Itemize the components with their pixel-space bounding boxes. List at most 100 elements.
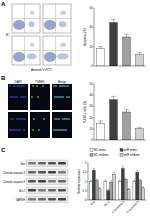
cell bbox=[35, 118, 37, 120]
cell bbox=[33, 118, 35, 120]
flow-cloud bbox=[29, 21, 35, 27]
y-tick bbox=[93, 106, 94, 107]
marks bbox=[97, 20, 144, 66]
tick-label: 0 bbox=[91, 138, 93, 142]
image-bg bbox=[8, 112, 28, 138]
cell bbox=[36, 85, 38, 87]
flow-plot bbox=[12, 4, 40, 33]
category-label: Bax bbox=[90, 199, 97, 206]
cell bbox=[23, 85, 25, 87]
cell bbox=[33, 96, 35, 98]
tick-label: 20 bbox=[89, 45, 93, 49]
cell bbox=[36, 129, 38, 131]
cell bbox=[21, 85, 23, 87]
error-bar bbox=[105, 180, 107, 181]
flow-gate bbox=[43, 50, 71, 51]
cell bbox=[66, 96, 68, 98]
bar bbox=[89, 182, 92, 201]
error-bar bbox=[99, 188, 101, 189]
cell bbox=[40, 129, 42, 131]
error-bar bbox=[128, 189, 130, 190]
cell bbox=[57, 129, 59, 131]
bar bbox=[97, 123, 105, 140]
y-tick bbox=[93, 140, 94, 141]
error-bar bbox=[98, 47, 103, 49]
error-bar bbox=[125, 178, 127, 179]
cell bbox=[39, 96, 41, 98]
panel-label: A bbox=[1, 1, 6, 7]
column-label: DAPI bbox=[14, 80, 21, 84]
image-bg bbox=[30, 112, 50, 138]
flow-cloud bbox=[57, 53, 69, 59]
blot-band bbox=[58, 189, 66, 192]
panel-label: C bbox=[1, 147, 6, 153]
flow-cloud bbox=[59, 21, 67, 27]
cell bbox=[10, 118, 12, 120]
y-tick bbox=[93, 128, 94, 129]
cell bbox=[53, 129, 55, 131]
cell bbox=[9, 129, 11, 131]
blot-bg bbox=[26, 160, 68, 167]
axis-label: PI bbox=[6, 33, 10, 36]
blot-band bbox=[48, 180, 56, 183]
cell bbox=[66, 118, 68, 120]
blot-band bbox=[48, 162, 56, 165]
category-label: C-caspase-3 bbox=[111, 200, 125, 214]
micrograph bbox=[52, 84, 72, 110]
bar bbox=[98, 189, 101, 200]
category-label: C-caspase-9 bbox=[125, 200, 139, 214]
axis-title: Apoptosis (%) bbox=[83, 28, 87, 45]
cell bbox=[32, 129, 34, 131]
error-bar bbox=[96, 179, 98, 180]
cell bbox=[20, 96, 22, 98]
blot-bg bbox=[26, 169, 68, 176]
error-bar bbox=[111, 20, 116, 23]
cell bbox=[41, 118, 43, 120]
cell bbox=[67, 85, 69, 87]
legend-label: NC mimic bbox=[94, 148, 107, 152]
axis-title: TUNEL+ cells (%) bbox=[83, 101, 87, 123]
chart: 0204060Apoptosis (%) bbox=[83, 6, 146, 68]
cell bbox=[46, 85, 48, 87]
error-bar bbox=[107, 190, 109, 191]
cell bbox=[34, 129, 36, 131]
figure: ABCAnnexin V-FITCPIDAPITUNELMergeBaxClea… bbox=[0, 0, 150, 223]
blot-bg bbox=[26, 196, 68, 203]
image-bg bbox=[30, 84, 50, 110]
blot-bg bbox=[26, 187, 68, 194]
axis-label: Annexin V-FITC bbox=[31, 68, 53, 72]
cell bbox=[11, 129, 13, 131]
blot-band bbox=[38, 198, 46, 201]
flow-cloud bbox=[60, 11, 66, 15]
cell bbox=[14, 96, 16, 98]
bar bbox=[133, 182, 136, 201]
tick-label: 60 bbox=[89, 6, 93, 10]
category-label: Bcl-2 bbox=[103, 200, 111, 208]
blot-band bbox=[28, 162, 36, 165]
cell bbox=[46, 129, 48, 131]
flow-cloud bbox=[13, 52, 25, 62]
tick-label: 40 bbox=[89, 25, 93, 29]
cell bbox=[42, 85, 44, 87]
blot-band bbox=[38, 171, 46, 174]
cell bbox=[16, 118, 18, 120]
legend-swatch bbox=[90, 154, 93, 157]
flow-frame bbox=[43, 36, 71, 65]
legend-entry: miR inhibitor bbox=[120, 153, 140, 157]
flow-cloud bbox=[60, 43, 66, 47]
error-bar bbox=[98, 121, 103, 123]
cell bbox=[54, 96, 56, 98]
micrograph bbox=[52, 112, 72, 138]
cell bbox=[17, 85, 19, 87]
bar bbox=[107, 191, 110, 200]
cell bbox=[61, 129, 63, 131]
cell bbox=[39, 118, 41, 120]
tick-label: 0 bbox=[85, 198, 87, 202]
y-tick bbox=[93, 46, 94, 47]
legend-entry: NC mimic bbox=[90, 148, 107, 152]
tick-label: 2 bbox=[85, 161, 87, 165]
flow-cloud bbox=[30, 43, 34, 47]
blot-strip bbox=[26, 178, 68, 185]
blot-band bbox=[28, 180, 36, 183]
bar bbox=[136, 54, 144, 66]
